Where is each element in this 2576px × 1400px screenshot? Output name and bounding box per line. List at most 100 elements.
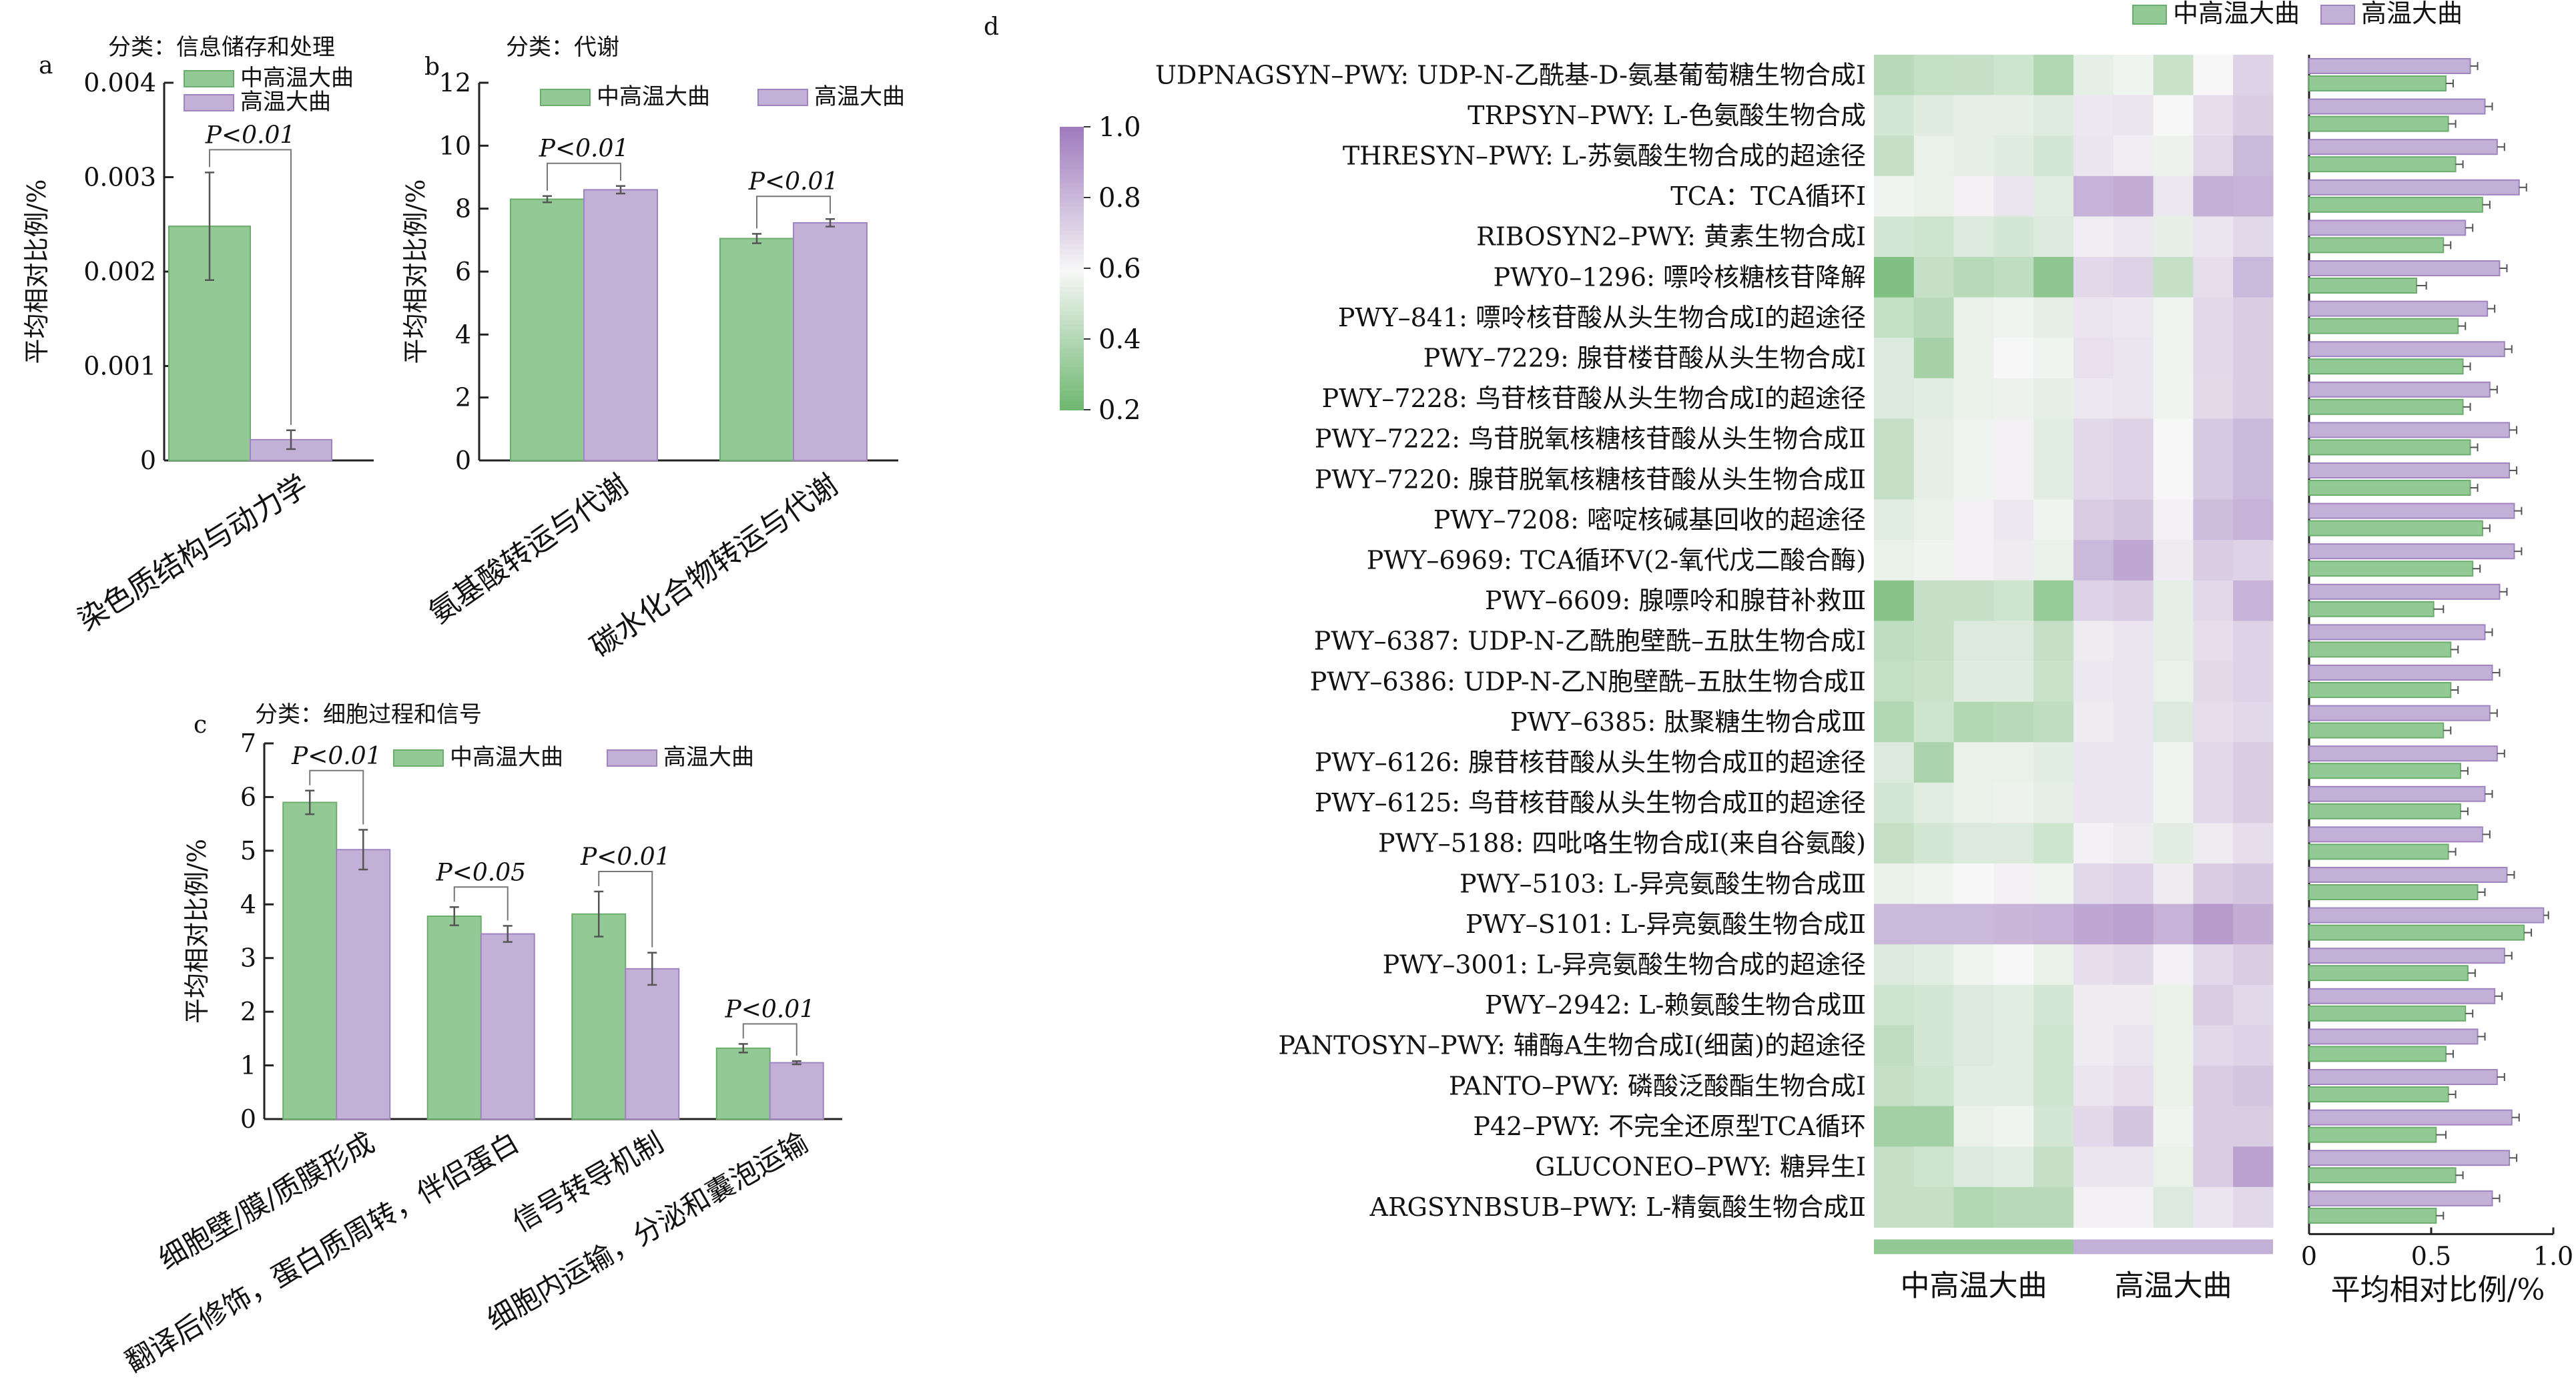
heatmap-cell	[1913, 782, 1955, 823]
heatmap-cell	[1993, 418, 2034, 460]
side-bar-high	[2308, 58, 2471, 74]
colorbar-segment	[1060, 395, 1084, 401]
heatmap-cell	[1874, 378, 1915, 419]
legend-label: 中高温大曲	[240, 65, 354, 91]
heatmap-cell	[1953, 135, 1994, 177]
colorbar-segment	[1060, 362, 1084, 368]
row-label: PWY–5188: 四吡咯生物合成Ⅰ(来自谷氨酸)	[1378, 829, 1866, 858]
colorbar-segment	[1060, 164, 1084, 170]
significance-bracket	[453, 886, 509, 921]
panel-b-title: 分类：代谢	[506, 34, 619, 61]
heatmap-cell	[2073, 1186, 2114, 1228]
colorbar-segment	[1060, 273, 1084, 279]
heatmap-cell	[2153, 944, 2194, 986]
heatmap-cell	[1953, 944, 1994, 986]
heatmap-cell	[1913, 418, 1955, 460]
side-bar-high	[2308, 502, 2515, 519]
side-bar-high	[2308, 665, 2493, 681]
heatmap-cell	[2113, 904, 2154, 945]
row-label: PWY–6125: 鸟苷核苷酸从头生物合成Ⅱ的超途径	[1315, 788, 1866, 817]
heatmap-cell	[2233, 176, 2274, 217]
heatmap-cell	[2033, 1106, 2074, 1147]
heatmap-cell	[1913, 297, 1955, 338]
heatmap-cell	[1953, 95, 1994, 136]
heatmap-cell	[2113, 1025, 2154, 1066]
heatmap-cell	[2113, 55, 2154, 96]
heatmap-cell	[1993, 459, 2034, 500]
heatmap-cell	[2233, 1106, 2274, 1147]
heatmap-cell	[2113, 418, 2154, 460]
bar-high	[793, 222, 868, 461]
heatmap-cell	[2193, 1066, 2234, 1107]
colorbar-segment	[1060, 301, 1084, 307]
side-bar-high	[2308, 179, 2520, 196]
heatmap-cell	[1913, 257, 1955, 298]
heatmap-cell	[2233, 1025, 2274, 1066]
panel-d-heatmap: d UDPNAGSYN–PWY: UDP-N-乙酰基-D-氨基葡萄糖生物合成Ⅰ T…	[984, 13, 2573, 1307]
panel-b-bar-chart: b 分类：代谢 0 2 4 6 8 10 12 平均相对比例/% P<0.01 氨基酸转运与代谢 P…	[401, 34, 905, 664]
legend-swatch-mid-high	[184, 70, 234, 87]
heatmap-cell	[1993, 742, 2034, 783]
heatmap-cell	[2033, 499, 2074, 541]
heatmap-cell	[1953, 459, 1994, 500]
heatmap-cell	[1993, 135, 2034, 177]
heatmap-cell	[2073, 580, 2114, 621]
heatmap-cell	[2033, 863, 2074, 905]
side-bar-high	[2308, 300, 2489, 317]
heatmap-cell	[1913, 742, 1955, 783]
heatmap-cell	[2113, 621, 2154, 662]
heatmap-cell	[2233, 297, 2274, 338]
y-axis-label: 平均相对比例/%	[182, 839, 212, 1024]
side-bar-mid-high	[2308, 561, 2474, 577]
heatmap-cell	[1993, 1066, 2034, 1107]
row-label: PWY–6126: 腺苷核苷酸从头生物合成Ⅱ的超途径	[1315, 748, 1866, 777]
colorbar-segment	[1060, 188, 1084, 194]
colorbar-segment	[1060, 358, 1084, 364]
heatmap-cell	[1953, 621, 1994, 662]
heatmap-cell	[1874, 1146, 1915, 1188]
side-bar-mid-high	[2308, 1086, 2449, 1102]
heatmap-cell	[1993, 257, 2034, 298]
heatmap-cell	[2073, 944, 2114, 986]
heatmap-cell	[2193, 297, 2234, 338]
side-bar-mid-high	[2308, 843, 2449, 860]
heatmap-cell	[1953, 823, 1994, 864]
side-bar-mid-high	[2308, 924, 2525, 941]
y-tick-label: 0.001	[83, 352, 156, 381]
heatmap-cell	[1874, 55, 1915, 96]
heatmap-cell	[2153, 782, 2194, 823]
heatmap-cell	[2233, 1186, 2274, 1228]
heatmap-cell	[2033, 621, 2074, 662]
heatmap-cell	[2113, 1066, 2154, 1107]
heatmap-cell	[2193, 904, 2234, 945]
heatmap-cell	[2073, 742, 2114, 783]
heatmap-cell	[1993, 863, 2034, 905]
heatmap-cell	[1913, 621, 1955, 662]
row-label: PANTO–PWY: 磷酸泛酸酯生物合成Ⅰ	[1449, 1071, 1866, 1100]
heatmap-cell	[1913, 378, 1955, 419]
heatmap-cell	[2153, 55, 2194, 96]
significance-label: P<0.01	[724, 996, 815, 1023]
heatmap-cell	[2113, 540, 2154, 581]
side-bar-high	[2308, 1028, 2479, 1045]
significance-bracket	[756, 196, 831, 229]
heatmap-cell	[1874, 823, 1915, 864]
side-bar-mid-high	[2308, 1005, 2467, 1022]
colorbar-tick-label: 0.2	[1098, 395, 1141, 426]
heatmap-cell	[1953, 661, 1994, 703]
legend-swatch-high	[757, 89, 808, 106]
heatmap-cell	[2073, 863, 2114, 905]
side-bar-high	[2308, 1150, 2511, 1166]
heatmap-cell	[2073, 1025, 2114, 1066]
heatmap-cell	[2073, 176, 2114, 217]
y-tick-label: 2	[240, 997, 256, 1026]
row-label: TRPSYN–PWY: L-色氨酸生物合成	[1468, 101, 1866, 130]
heatmap-cell	[2193, 823, 2234, 864]
heatmap-cell	[1993, 1186, 2034, 1228]
row-label: PWY–6386: UDP-N-乙N胞壁酰–五肽生物合成Ⅱ	[1310, 667, 1866, 696]
heatmap-cell	[2113, 944, 2154, 986]
side-bar-mid-high	[2308, 520, 2483, 537]
heatmap-cell	[2233, 782, 2274, 823]
heatmap-cell	[2033, 1186, 2074, 1228]
side-bar-mid-high	[2308, 398, 2464, 415]
